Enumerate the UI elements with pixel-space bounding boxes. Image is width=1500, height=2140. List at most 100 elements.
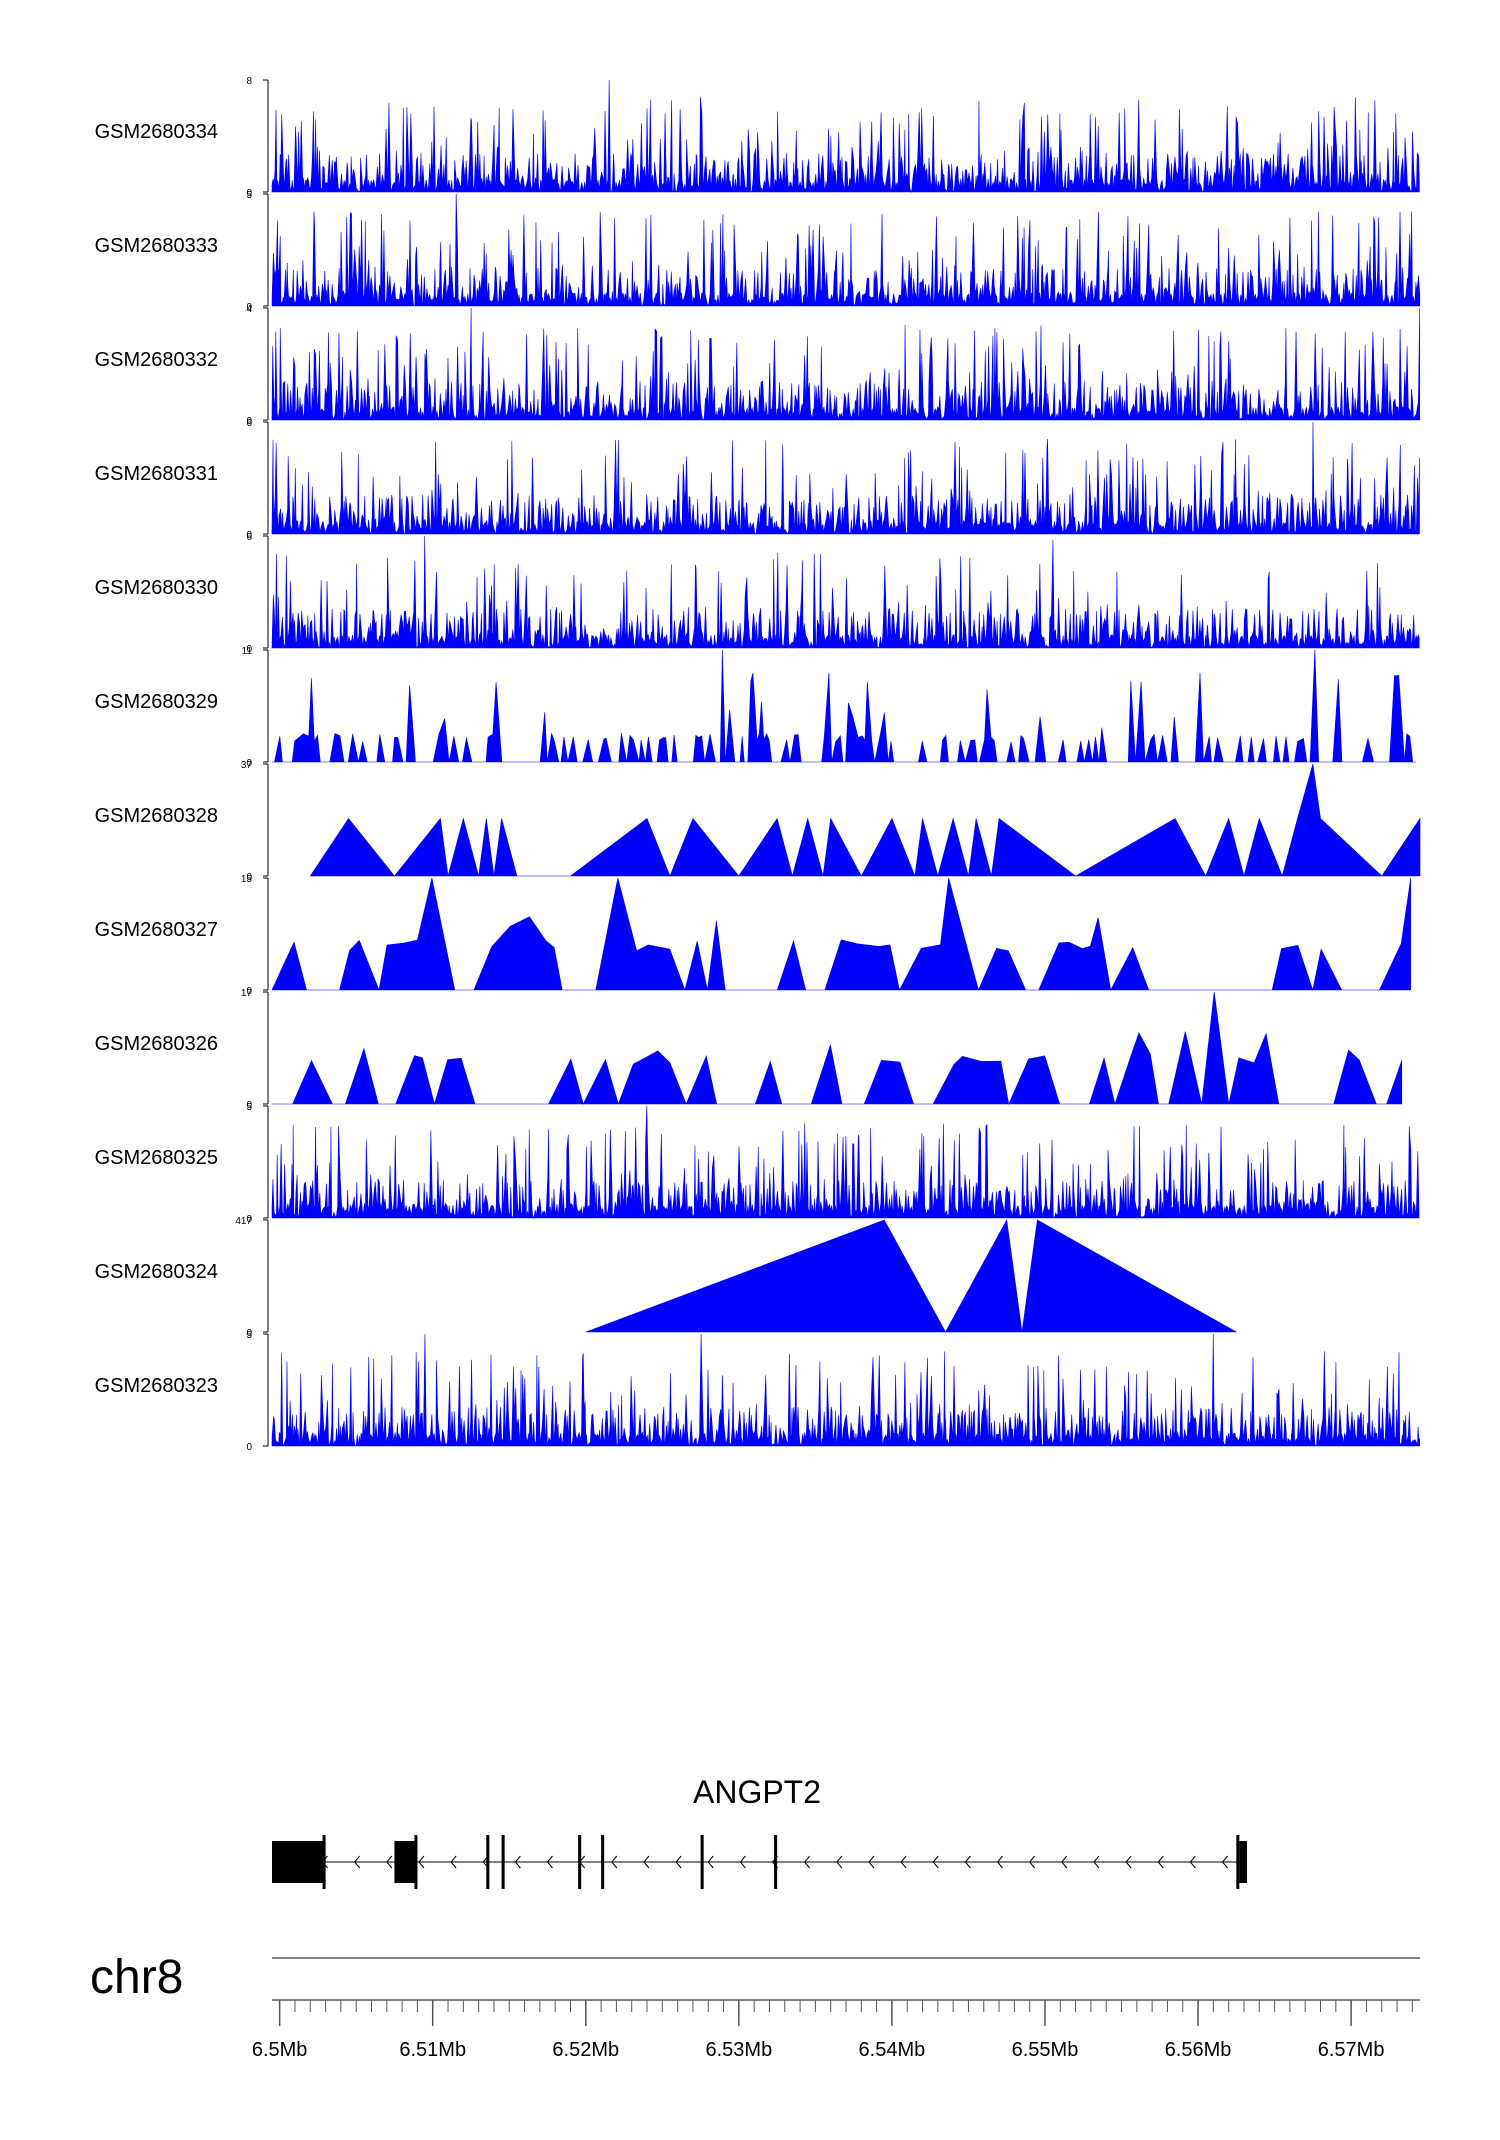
strand-arrow — [1157, 1855, 1164, 1869]
y-tick-label-top: 6 — [246, 418, 252, 429]
y-tick-label-bottom: 0 — [246, 188, 252, 199]
gene-exon-boundary — [322, 1835, 326, 1889]
y-tick-label-top: 17 — [241, 988, 253, 999]
strand-arrow — [386, 1855, 393, 1869]
coverage-area — [271, 1105, 1420, 1220]
gene-exon — [1239, 1841, 1248, 1883]
strand-arrow — [707, 1855, 714, 1869]
strand-arrow — [1221, 1855, 1228, 1869]
y-tick-label-bottom: 0 — [246, 644, 252, 655]
strand-arrow — [964, 1855, 971, 1869]
track-label: GSM2680324 — [95, 1261, 218, 1283]
y-tick-label-bottom: 0 — [246, 1100, 252, 1111]
gene-exon — [486, 1835, 490, 1889]
track-label: GSM2680333 — [95, 235, 218, 257]
y-tick-label-top: 5 — [246, 1330, 252, 1341]
y-tick-label-bottom: 0 — [246, 302, 252, 313]
coverage-tracks: GSM268033480GSM268033350GSM268033240GSM2… — [95, 76, 1421, 1453]
gene-exon — [774, 1835, 778, 1889]
y-tick-label-bottom: 0 — [246, 416, 252, 427]
strand-arrow — [1093, 1855, 1100, 1869]
y-tick-label-top: 5 — [246, 1102, 252, 1113]
y-tick-label-bottom: 0 — [246, 872, 252, 883]
gene-exon — [501, 1835, 505, 1889]
coverage-area — [271, 877, 1412, 992]
track-label: GSM2680327 — [95, 919, 218, 941]
y-tick-label-bottom: 0 — [246, 1214, 252, 1225]
y-tick-label-top: 37 — [241, 760, 253, 771]
axis-tick-label: 6.57Mb — [1318, 2039, 1385, 2061]
track-gsm2680328: GSM2680328 37 0 — [95, 760, 1421, 883]
coverage-area — [271, 79, 1420, 193]
strand-arrow — [900, 1855, 907, 1869]
track-label: GSM2680331 — [95, 463, 218, 485]
genome-axis: chr8 6.5Mb 6.51Mb 6.52Mb 6.53Mb 6.54Mb 6.55Mb 6… — [90, 1951, 1420, 2061]
y-tick-label-bottom: 0 — [246, 1328, 252, 1339]
axis-tick-label: 6.56Mb — [1165, 2039, 1232, 2061]
coverage-area — [272, 991, 1403, 1106]
y-tick-label-bottom: 0 — [246, 1442, 252, 1453]
track-label: GSM2680323 — [95, 1375, 218, 1397]
gene-exon — [700, 1835, 704, 1889]
strand-arrow — [514, 1855, 521, 1869]
strand-arrow — [1189, 1855, 1196, 1869]
y-tick-label-bottom: 0 — [246, 986, 252, 997]
strand-arrow — [675, 1855, 682, 1869]
track-label: GSM2680330 — [95, 577, 218, 599]
track-label: GSM2680334 — [95, 121, 218, 143]
strand-arrow — [450, 1855, 457, 1869]
y-tick-label-top: 8 — [246, 76, 252, 87]
coverage-area — [272, 649, 1417, 763]
y-tick-label-top: 6 — [246, 532, 252, 543]
strand-arrow — [996, 1855, 1003, 1869]
axis-tick-label: 6.52Mb — [552, 2039, 619, 2061]
track-label: GSM2680325 — [95, 1147, 218, 1169]
gene-name-label: ANGPT2 — [693, 1774, 821, 1810]
track-label: GSM2680329 — [95, 691, 218, 713]
axis-tick-label: 6.55Mb — [1012, 2039, 1079, 2061]
strand-arrow — [932, 1855, 939, 1869]
strand-arrow — [1029, 1855, 1036, 1869]
strand-arrow — [611, 1855, 618, 1869]
strand-arrow — [1125, 1855, 1132, 1869]
y-tick-label-top: 5 — [246, 190, 252, 201]
y-tick-label-top: 4 — [246, 304, 252, 315]
gene-exon-boundary — [1236, 1835, 1240, 1889]
chromosome-label: chr8 — [90, 1951, 183, 2004]
coverage-area — [271, 307, 1421, 421]
y-tick-label-top: 417 — [235, 1216, 252, 1227]
y-tick-label-bottom: 0 — [246, 530, 252, 541]
coverage-area — [585, 1219, 1238, 1333]
coverage-area — [271, 1333, 1421, 1448]
gene-exon — [578, 1835, 582, 1889]
strand-arrow — [1061, 1855, 1068, 1869]
strand-arrow — [836, 1855, 843, 1869]
track-label: GSM2680328 — [95, 805, 218, 827]
gene-exon-boundary — [414, 1835, 418, 1889]
track-gsm2680329: GSM2680329 110 — [95, 646, 1417, 769]
strand-arrow — [354, 1855, 361, 1869]
coverage-area — [271, 421, 1420, 535]
strand-arrow — [418, 1855, 425, 1869]
gene-exon — [272, 1841, 326, 1883]
axis-tick-label: 6.53Mb — [705, 2039, 772, 2061]
coverage-area — [271, 535, 1420, 649]
track-label: GSM2680332 — [95, 349, 218, 371]
strand-arrow — [804, 1855, 811, 1869]
gene-exon — [394, 1841, 418, 1883]
track-label: GSM2680326 — [95, 1033, 218, 1055]
track-gsm2680334: GSM2680334 8 0 — [95, 76, 1420, 199]
axis-tick-label: 6.5Mb — [252, 2039, 308, 2061]
y-tick-label-top: 15 — [241, 874, 253, 885]
y-tick-label-top: 11 — [242, 646, 253, 657]
